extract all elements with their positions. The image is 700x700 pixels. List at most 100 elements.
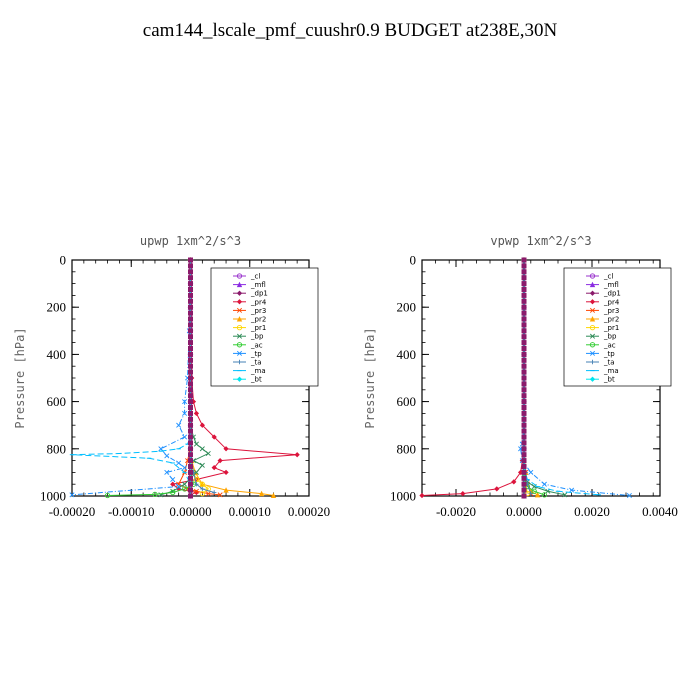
data-point: [170, 476, 176, 482]
series-line: [71, 260, 191, 485]
series-line: [523, 260, 545, 496]
x-tick-label: 0.0000: [506, 504, 542, 519]
data-point: [193, 469, 199, 475]
chart-panel-1: upwp 1xm^2/s^3 Pressure [hPa] 0 200 400 600 80…: [13, 234, 330, 519]
data-point: [534, 491, 541, 498]
legend-label-pr4: _pr4: [603, 298, 620, 306]
legend-label-pr2: _pr2: [603, 316, 619, 324]
series-line: [190, 260, 210, 495]
data-point: [521, 469, 527, 475]
data-point: [569, 487, 575, 493]
legend-label-bt: _bt: [603, 376, 615, 384]
data-point: [541, 492, 548, 498]
legend-label-bt: _bt: [250, 376, 262, 384]
data-point: [188, 422, 193, 428]
data-point: [521, 310, 527, 316]
data-point: [528, 469, 534, 475]
y-tick-label: 200: [47, 300, 67, 315]
data-point: [521, 493, 527, 499]
data-point: [188, 387, 193, 393]
series-line: [523, 260, 565, 496]
x-tick-label: -0.00010: [108, 504, 155, 519]
data-point: [521, 458, 527, 464]
data-point: [188, 475, 193, 481]
y-tick-label: 0: [60, 253, 67, 268]
data-point: [521, 393, 527, 399]
legend-marker: [236, 316, 243, 322]
data-point: [541, 481, 547, 487]
x-tick-label: -0.0020: [436, 504, 476, 519]
data-point: [521, 357, 527, 363]
data-point: [521, 399, 527, 405]
data-point: [188, 328, 193, 334]
legend-box: [563, 267, 672, 387]
data-point: [258, 490, 265, 497]
data-point: [545, 488, 551, 494]
centerline-markers: [188, 257, 193, 499]
legend-label-tp: _tp: [603, 350, 615, 358]
data-point: [188, 375, 193, 381]
legend-label-ac: _ac: [603, 341, 616, 349]
legend-label-pr2: _pr2: [250, 316, 266, 324]
data-point: [188, 487, 193, 493]
data-point: [176, 460, 182, 466]
data-point: [521, 340, 527, 346]
legend-marker: [237, 359, 242, 365]
legend-label-mfl: _mfl: [250, 281, 266, 289]
data-point: [152, 491, 158, 497]
data-point: [188, 269, 193, 275]
legend-label-ma: _ma: [603, 367, 619, 375]
y-tick-label: 400: [397, 347, 417, 362]
data-point: [460, 491, 466, 497]
data-point: [205, 491, 211, 497]
legend-marker: [589, 299, 596, 305]
data-point: [199, 462, 205, 468]
legend-marker: [236, 333, 243, 339]
legend-label-mfl: _mfl: [603, 281, 619, 289]
data-point: [188, 452, 193, 458]
data-point: [182, 399, 188, 405]
data-point: [562, 492, 568, 498]
data-point: [188, 334, 193, 340]
data-point: [626, 493, 632, 499]
data-point: [521, 387, 527, 393]
series-line: [71, 259, 191, 496]
data-point: [521, 464, 527, 469]
data-point: [188, 440, 193, 446]
legend-marker: [236, 324, 243, 331]
legend-label-ma: _ma: [250, 367, 266, 375]
data-point: [188, 263, 193, 269]
series-ac: [104, 257, 197, 499]
data-point: [188, 357, 193, 363]
x-tick-label: 0.00020: [288, 504, 330, 519]
data-point: [531, 488, 537, 494]
data-point: [521, 381, 527, 387]
data-point: [494, 486, 500, 492]
data-point: [521, 351, 527, 357]
data-point: [182, 481, 188, 487]
legend-marker: [589, 281, 596, 288]
y-tick-label: 400: [47, 347, 67, 362]
data-point: [223, 446, 229, 452]
legend-label-pr4: _pr4: [250, 298, 267, 306]
data-point: [521, 434, 527, 440]
data-point: [188, 410, 193, 416]
y-tick-label: 800: [47, 441, 67, 456]
data-point: [188, 416, 193, 422]
data-point: [200, 486, 205, 492]
data-point: [521, 369, 527, 375]
data-point: [176, 484, 182, 490]
series-line: [190, 260, 215, 493]
legend: _cl_mfl_dp1_pr4_pr3_pr2_pr1_bp_ac_tp_ta_…: [563, 267, 672, 387]
data-point: [194, 482, 199, 487]
data-point: [528, 491, 533, 496]
data-point: [521, 481, 527, 487]
data-point: [521, 304, 527, 310]
data-point: [199, 481, 206, 487]
data-point: [217, 492, 223, 498]
legend-marker: [589, 316, 596, 322]
data-point: [188, 469, 193, 475]
x-tick-label: -0.00020: [49, 504, 96, 519]
chart-title: vpwp 1xm^2/s^3: [490, 234, 591, 248]
